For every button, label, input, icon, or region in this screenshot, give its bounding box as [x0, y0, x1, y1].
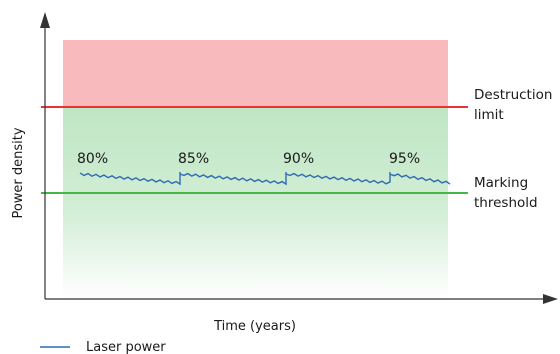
destruction-zone — [63, 40, 448, 107]
segment-label-85: 85% — [178, 151, 209, 167]
marking-label: Marking — [474, 175, 528, 191]
x-axis-arrow — [543, 294, 558, 304]
laser-power-line — [79, 172, 451, 186]
segment-label-90: 90% — [283, 151, 314, 167]
y-axis-label: Power density — [11, 127, 26, 218]
safe-operating-zone — [63, 107, 448, 299]
y-axis-arrow — [40, 12, 50, 28]
legend-entry: Laser power — [86, 340, 166, 354]
destruction-label-2: limit — [474, 107, 504, 123]
segment-label-80: 80% — [77, 151, 108, 167]
laser-power-path — [79, 172, 451, 186]
segment-label-95: 95% — [389, 151, 420, 167]
marking-label-2: threshold — [474, 195, 538, 211]
x-axis-label: Time (years) — [213, 319, 296, 334]
destruction-label: Destruction — [474, 87, 552, 103]
